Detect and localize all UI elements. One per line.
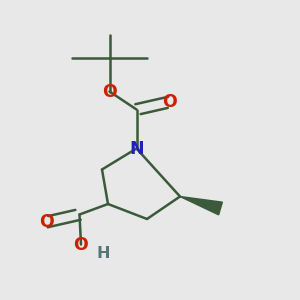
Text: N: N — [129, 140, 144, 158]
Text: O: O — [162, 93, 177, 111]
Text: O: O — [74, 236, 88, 253]
Text: O: O — [39, 213, 54, 231]
Polygon shape — [180, 196, 222, 215]
Text: H: H — [97, 246, 110, 261]
Text: O: O — [102, 82, 117, 100]
